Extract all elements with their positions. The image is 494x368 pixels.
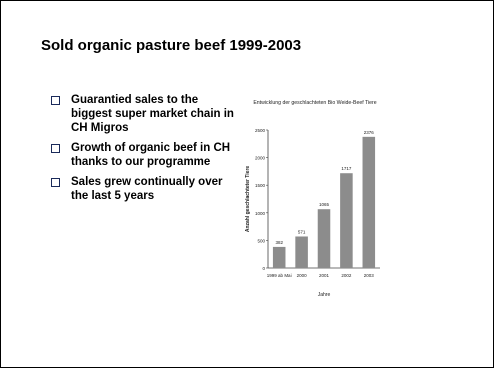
bullet-marker [51,144,60,153]
data-label: 1717 [341,166,352,171]
x-axis-label: Jahre [318,292,331,298]
bar [295,236,308,268]
chart: Entwicklung der geschlachteten Bio Weide… [245,100,380,298]
x-tick-label: 1999 ab Mai [267,273,292,278]
bullet-text: Guarantied sales to the biggest super ma… [71,94,234,134]
slide-title: Sold organic pasture beef 1999-2003 [41,37,302,54]
y-tick-label: 0 [262,266,265,271]
data-label: 1065 [319,202,330,207]
data-label: 571 [298,229,306,234]
bullet-marker [51,96,60,105]
bullet-marker [51,178,60,187]
bar [317,209,331,268]
bullet: Guarantied sales to the biggest super ma… [49,93,239,135]
data-label: 382 [275,240,283,245]
y-axis-label: Anzahl geschlachteter Tiere [245,166,251,233]
bullet: Growth of organic beef in CH thanks to o… [49,141,239,169]
bar [362,136,376,268]
y-tick-label: 2500 [255,128,266,133]
x-tick-label: 2001 [319,273,330,278]
bullet-list: Guarantied sales to the biggest super ma… [49,93,239,209]
bullet-text: Sales grew continually over the last 5 y… [71,176,223,202]
y-tick-label: 2000 [255,156,266,161]
y-tick-label: 1000 [255,211,266,216]
x-tick-label: 2002 [341,273,352,278]
bar [340,173,353,268]
x-tick-label: 2000 [297,273,308,278]
bullet-text: Growth of organic beef in CH thanks to o… [71,142,231,168]
y-tick-label: 1500 [255,183,266,188]
bar [272,246,286,268]
bullet: Sales grew continually over the last 5 y… [49,175,239,203]
y-tick-label: 500 [257,238,265,243]
chart-title: Entwicklung der geschlachteten Bio Weide… [253,100,376,106]
x-tick-label: 2003 [364,273,375,278]
data-label: 2376 [364,130,375,135]
